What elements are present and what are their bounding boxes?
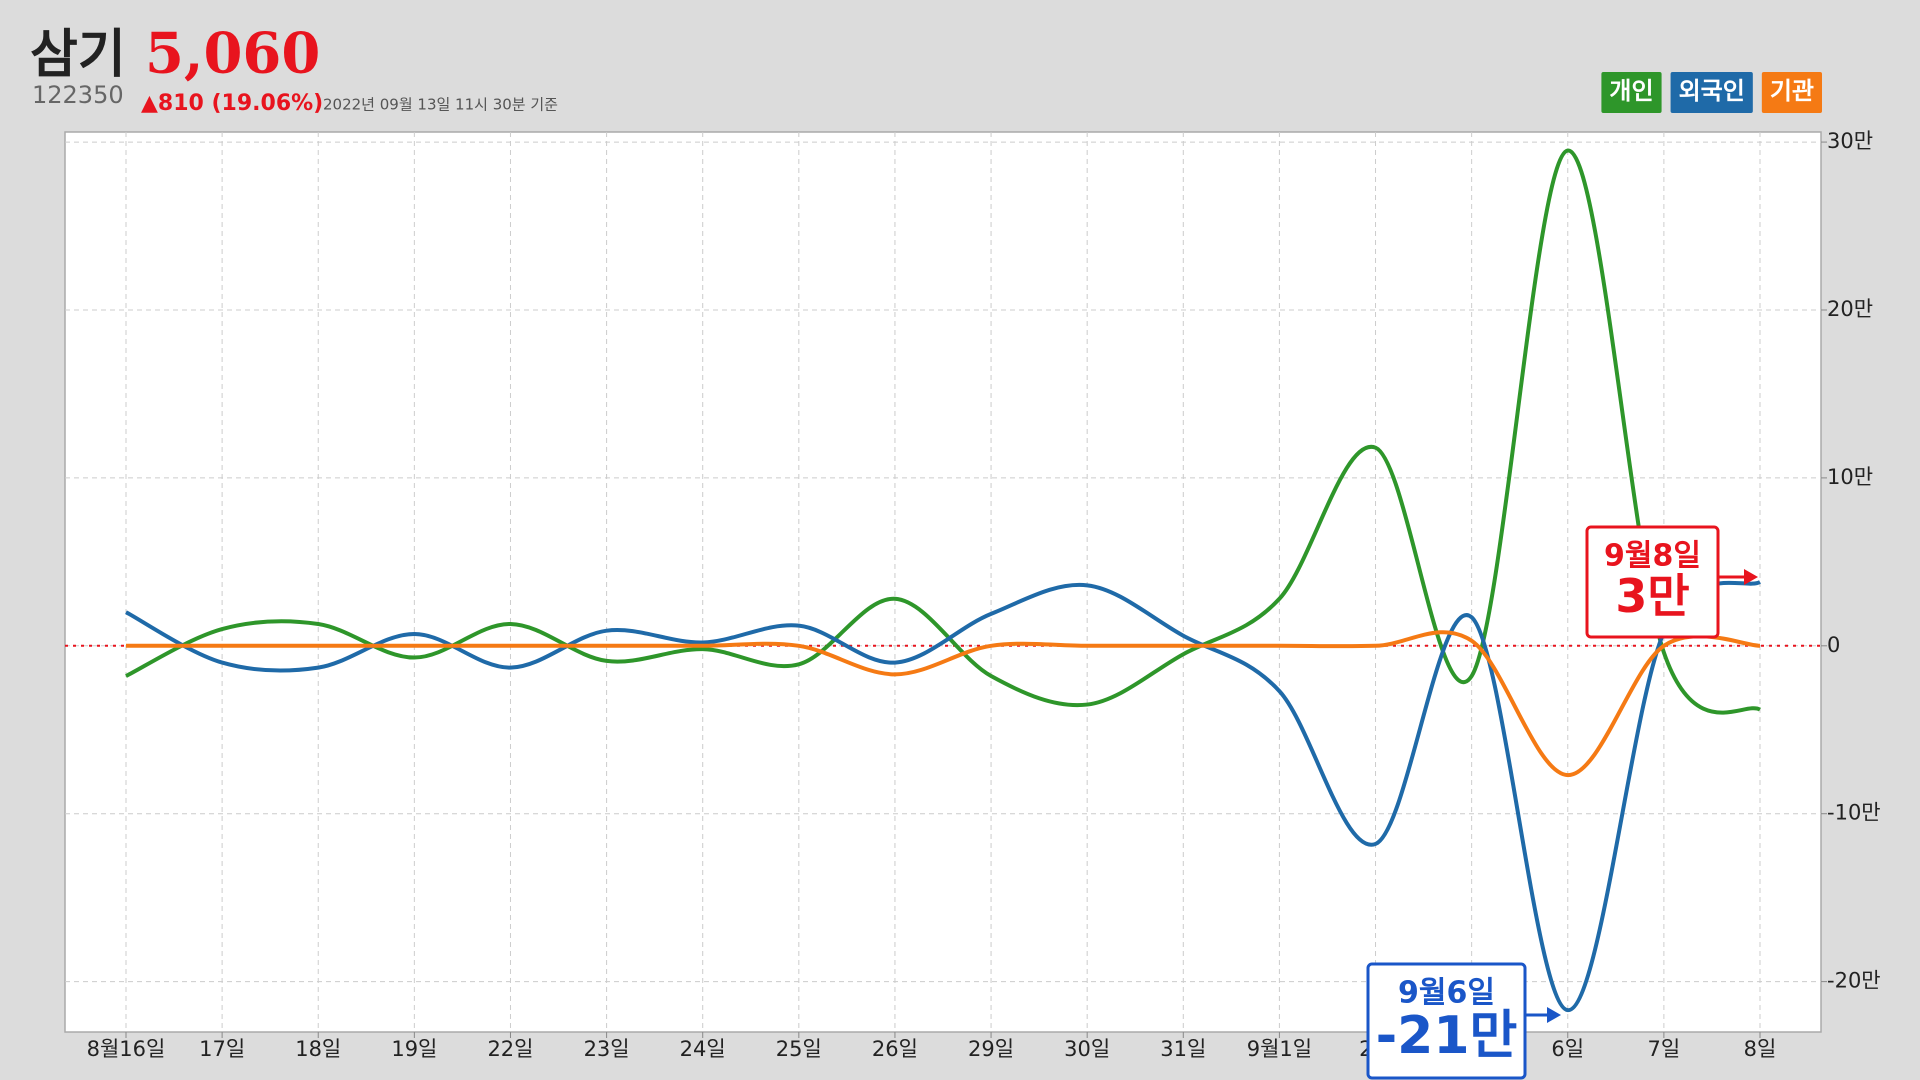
x-tick-label: 22일 [487,1037,533,1061]
y-tick-label: -10만 [1827,801,1881,825]
x-tick-label: 18일 [295,1037,341,1061]
stock-price: 5,060 [145,21,320,87]
series-line [125,580,1761,1013]
legend-item: 외국인 [1670,72,1753,113]
x-tick-label: 26일 [872,1037,918,1061]
annotation-value: -21만 [1376,1006,1518,1066]
legend-item: 개인 [1601,72,1662,113]
x-tick-label: 23일 [584,1037,630,1061]
annotation-date: 9월8일 [1604,539,1701,574]
y-tick-label: 0 [1827,633,1840,657]
legend-box [1601,72,1662,113]
stock-code: 122350 [32,81,124,109]
y-tick-label: -20만 [1827,969,1881,993]
x-tick-label: 8일 [1744,1037,1777,1061]
y-tick-label: 20만 [1827,297,1873,321]
x-tick-label: 7일 [1648,1037,1681,1061]
timestamp: 2022년 09월 13일 11시 30분 기준 [323,96,558,114]
x-tick-label: 24일 [680,1037,726,1061]
legend-item: 기관 [1761,72,1822,113]
annotation-arrowhead [1744,569,1758,585]
x-tick-label: 17일 [199,1037,245,1061]
x-tick-label: 8월16일 [87,1037,166,1061]
stock-name: 삼기 [30,25,126,85]
legend-box [1670,72,1753,113]
legend-label: 외국인 [1679,77,1745,105]
x-tick-label: 31일 [1160,1037,1206,1061]
annotation-box [1366,962,1527,1080]
price-change: ▲810 (19.06%) [141,91,323,116]
legend-label: 기관 [1770,77,1814,105]
legend-box [1761,72,1822,113]
x-tick-label: 6일 [1551,1037,1584,1061]
annotation-box [1585,525,1720,639]
series-line [126,630,1761,778]
plot-area [64,131,1822,1033]
x-tick-label: 9월1일 [1247,1037,1312,1061]
x-tick-label: 25일 [776,1037,822,1061]
x-tick-label: 30일 [1064,1037,1110,1061]
annotation-value: 3만 [1615,569,1689,623]
series-line [125,148,1762,715]
annotation-arrowhead [1547,1007,1561,1023]
legend-label: 개인 [1609,77,1653,105]
x-tick-label: 29일 [968,1037,1014,1061]
annotation-date: 9월6일 [1398,976,1495,1011]
x-tick-label: 19일 [391,1037,437,1061]
y-tick-label: 30만 [1827,129,1873,153]
y-tick-label: 10만 [1827,465,1873,489]
